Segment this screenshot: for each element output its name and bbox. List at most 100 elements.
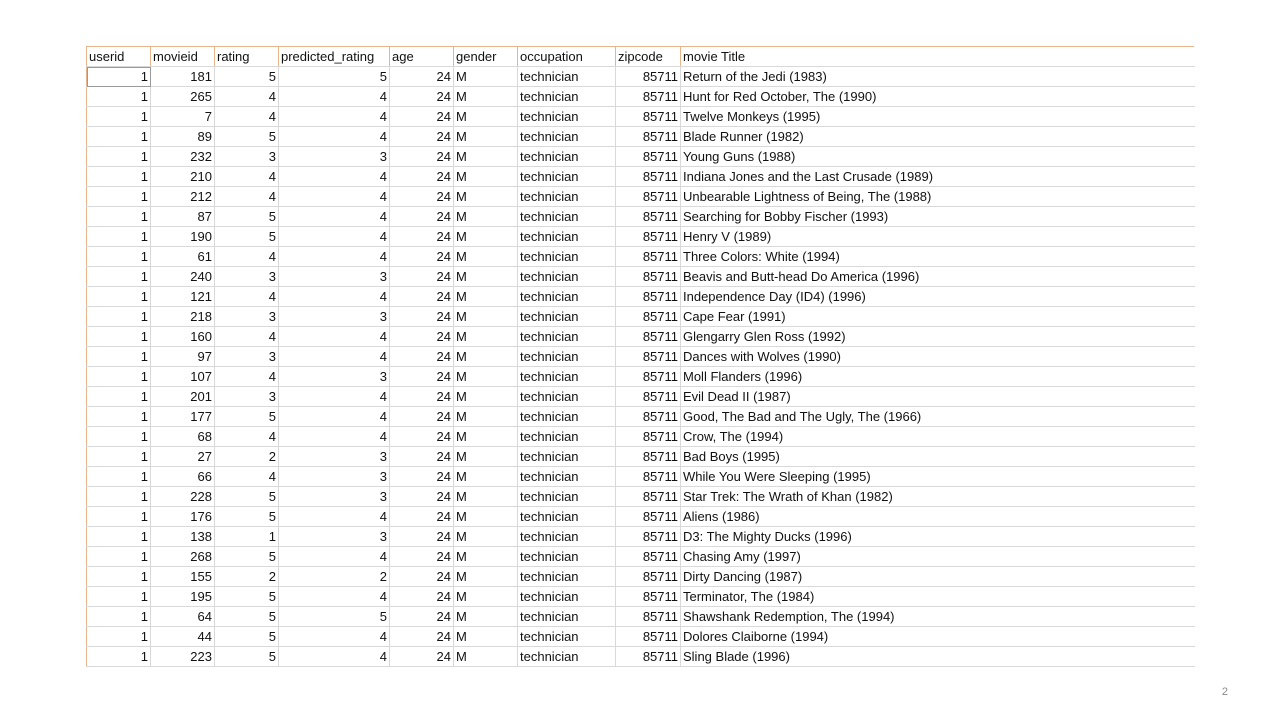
cell-zipcode[interactable]: 85711 [615,86,681,107]
cell-movieid[interactable]: 240 [150,266,215,287]
cell-zipcode[interactable]: 85711 [615,606,681,627]
cell-rating[interactable]: 4 [214,466,279,487]
cell-gender[interactable]: M [453,526,518,547]
cell-predicted-rating[interactable]: 4 [278,426,390,447]
cell-age[interactable]: 24 [389,286,454,307]
cell-userid[interactable]: 1 [86,646,151,667]
cell-zipcode[interactable]: 85711 [615,126,681,147]
cell-gender[interactable]: M [453,226,518,247]
cell-zipcode[interactable]: 85711 [615,226,681,247]
cell-movieid[interactable]: 138 [150,526,215,547]
cell-age[interactable]: 24 [389,546,454,567]
cell-movie-title[interactable]: Searching for Bobby Fischer (1993) [680,206,1195,227]
cell-movieid[interactable]: 265 [150,86,215,107]
cell-movieid[interactable]: 218 [150,306,215,327]
cell-userid[interactable]: 1 [86,186,151,207]
cell-movieid[interactable]: 223 [150,646,215,667]
cell-gender[interactable]: M [453,246,518,267]
cell-occupation[interactable]: technician [517,126,616,147]
cell-zipcode[interactable]: 85711 [615,266,681,287]
cell-movie-title[interactable]: Unbearable Lightness of Being, The (1988… [680,186,1195,207]
cell-userid[interactable]: 1 [86,366,151,387]
cell-movie-title[interactable]: Aliens (1986) [680,506,1195,527]
cell-occupation[interactable]: technician [517,366,616,387]
cell-movie-title[interactable]: Dolores Claiborne (1994) [680,626,1195,647]
cell-gender[interactable]: M [453,366,518,387]
cell-zipcode[interactable]: 85711 [615,106,681,127]
cell-rating[interactable]: 5 [214,126,279,147]
cell-movieid[interactable]: 121 [150,286,215,307]
cell-occupation[interactable]: technician [517,406,616,427]
cell-predicted-rating[interactable]: 5 [278,66,390,87]
cell-movie-title[interactable]: Hunt for Red October, The (1990) [680,86,1195,107]
cell-movieid[interactable]: 176 [150,506,215,527]
cell-movie-title[interactable]: Good, The Bad and The Ugly, The (1966) [680,406,1195,427]
cell-movie-title[interactable]: Terminator, The (1984) [680,586,1195,607]
cell-movie-title[interactable]: Sling Blade (1996) [680,646,1195,667]
cell-userid[interactable]: 1 [86,146,151,167]
cell-userid[interactable]: 1 [86,246,151,267]
cell-zipcode[interactable]: 85711 [615,566,681,587]
cell-userid[interactable]: 1 [86,346,151,367]
cell-occupation[interactable]: technician [517,426,616,447]
cell-zipcode[interactable]: 85711 [615,466,681,487]
column-header-zipcode[interactable]: zipcode [615,47,681,67]
cell-userid[interactable]: 1 [86,106,151,127]
cell-age[interactable]: 24 [389,326,454,347]
cell-rating[interactable]: 4 [214,166,279,187]
cell-movieid[interactable]: 44 [150,626,215,647]
cell-movieid[interactable]: 61 [150,246,215,267]
cell-predicted-rating[interactable]: 3 [278,486,390,507]
cell-movie-title[interactable]: Chasing Amy (1997) [680,546,1195,567]
cell-userid[interactable]: 1 [86,126,151,147]
cell-gender[interactable]: M [453,566,518,587]
cell-predicted-rating[interactable]: 4 [278,626,390,647]
cell-rating[interactable]: 5 [214,226,279,247]
cell-movie-title[interactable]: Indiana Jones and the Last Crusade (1989… [680,166,1195,187]
cell-zipcode[interactable]: 85711 [615,506,681,527]
cell-predicted-rating[interactable]: 4 [278,546,390,567]
cell-userid[interactable]: 1 [86,206,151,227]
cell-movie-title[interactable]: Bad Boys (1995) [680,446,1195,467]
cell-zipcode[interactable]: 85711 [615,406,681,427]
cell-occupation[interactable]: technician [517,626,616,647]
cell-zipcode[interactable]: 85711 [615,546,681,567]
cell-movie-title[interactable]: Shawshank Redemption, The (1994) [680,606,1195,627]
cell-predicted-rating[interactable]: 4 [278,126,390,147]
cell-rating[interactable]: 4 [214,246,279,267]
cell-userid[interactable]: 1 [86,286,151,307]
cell-occupation[interactable]: technician [517,86,616,107]
cell-movie-title[interactable]: Return of the Jedi (1983) [680,66,1195,87]
cell-predicted-rating[interactable]: 4 [278,586,390,607]
cell-predicted-rating[interactable]: 4 [278,346,390,367]
cell-predicted-rating[interactable]: 3 [278,366,390,387]
cell-gender[interactable]: M [453,66,518,87]
cell-movie-title[interactable]: Moll Flanders (1996) [680,366,1195,387]
cell-movie-title[interactable]: Three Colors: White (1994) [680,246,1195,267]
cell-age[interactable]: 24 [389,466,454,487]
cell-gender[interactable]: M [453,626,518,647]
cell-userid[interactable]: 1 [86,386,151,407]
cell-userid[interactable]: 1 [86,326,151,347]
cell-rating[interactable]: 2 [214,446,279,467]
cell-occupation[interactable]: technician [517,106,616,127]
cell-rating[interactable]: 5 [214,586,279,607]
cell-rating[interactable]: 4 [214,366,279,387]
cell-movieid[interactable]: 160 [150,326,215,347]
cell-movieid[interactable]: 64 [150,606,215,627]
cell-rating[interactable]: 5 [214,506,279,527]
cell-rating[interactable]: 4 [214,86,279,107]
cell-movie-title[interactable]: Star Trek: The Wrath of Khan (1982) [680,486,1195,507]
cell-userid[interactable]: 1 [86,266,151,287]
cell-age[interactable]: 24 [389,506,454,527]
cell-rating[interactable]: 5 [214,546,279,567]
cell-userid[interactable]: 1 [86,526,151,547]
cell-predicted-rating[interactable]: 4 [278,406,390,427]
cell-gender[interactable]: M [453,506,518,527]
cell-gender[interactable]: M [453,546,518,567]
cell-rating[interactable]: 3 [214,306,279,327]
cell-age[interactable]: 24 [389,126,454,147]
column-header-movie-title[interactable]: movie Title [680,47,1195,67]
cell-rating[interactable]: 4 [214,186,279,207]
column-header-rating[interactable]: rating [214,47,279,67]
